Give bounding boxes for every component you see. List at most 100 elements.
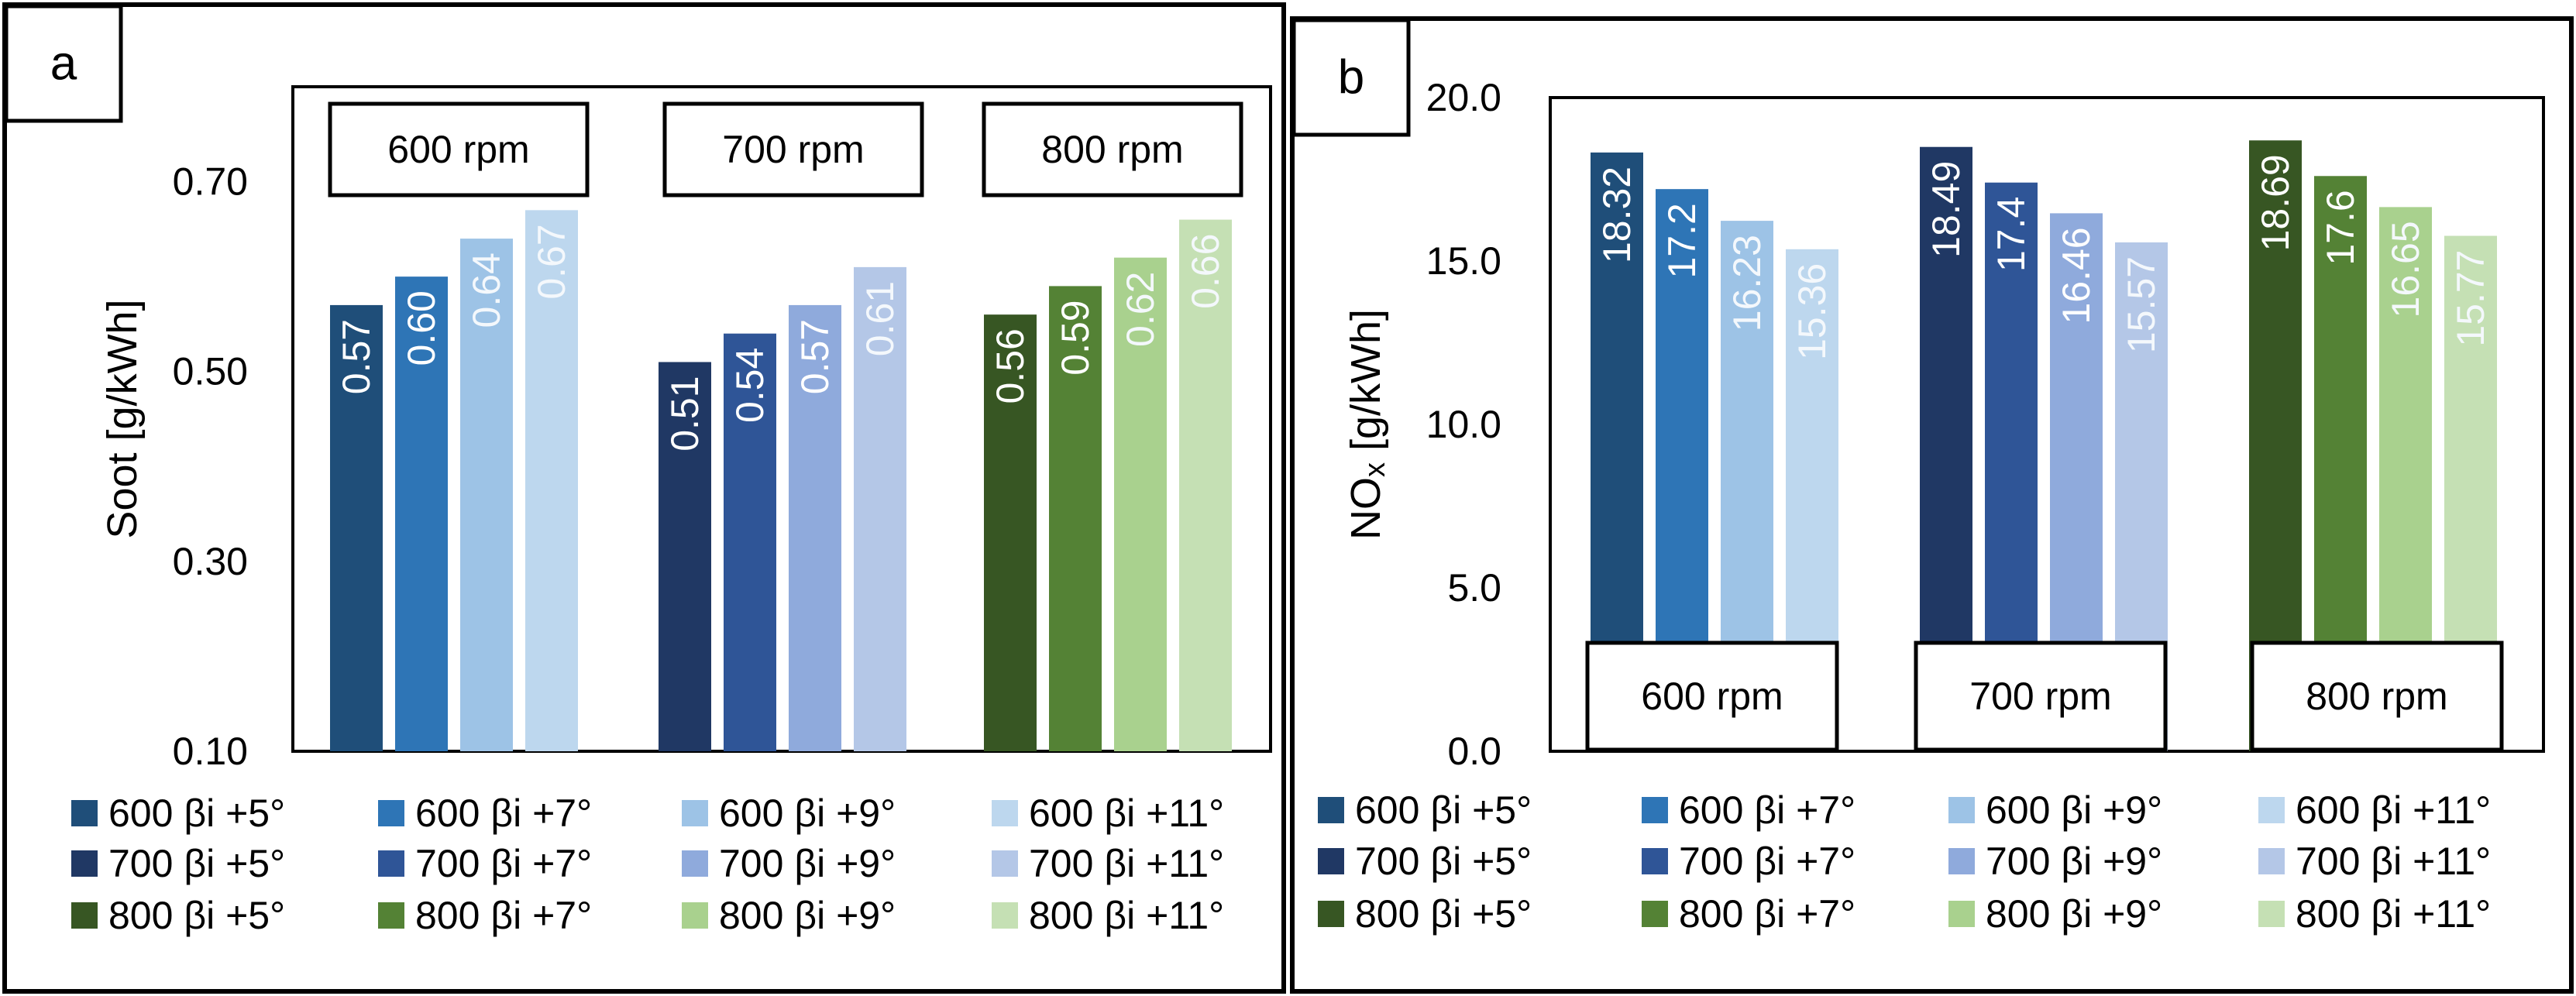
bar <box>525 210 578 751</box>
bar-data-label: 18.69 <box>2254 154 2297 251</box>
legend-entry: 700 βi +11° <box>1029 842 1224 885</box>
bar-data-label: 17.6 <box>2319 190 2362 265</box>
group-label-box <box>982 101 1243 197</box>
bar-data-label: 18.49 <box>1924 161 1968 258</box>
bar <box>395 276 448 752</box>
legend-swatch <box>682 902 708 929</box>
bar-data-label: 16.23 <box>1725 235 1769 331</box>
legend-swatch <box>682 850 708 877</box>
group-label-box <box>662 101 924 197</box>
legend-swatch <box>1318 797 1344 823</box>
legend-swatch <box>992 902 1018 929</box>
chart-panel-a: a Soot [g/kWh] 0.10 0.30 0.50 0.70 600 rpm 7… <box>2 2 1286 994</box>
y-tick-label: 0.50 <box>173 350 248 393</box>
y-axis-label: Soot [g/kWh] <box>99 299 146 538</box>
chart-panel-b: b NOx [g/kWh] 0.0 5.0 10.0 15.0 20.0 18.32 17… <box>1288 0 2576 996</box>
y-tick-label: 5.0 <box>1447 566 1501 610</box>
y-tick-label: 0.70 <box>173 160 248 204</box>
bar-data-label: 0.57 <box>793 319 837 394</box>
bar-data-label: 15.57 <box>2120 256 2163 353</box>
group-label: 700 rpm <box>1969 675 2111 718</box>
group-label-box <box>1585 641 1839 752</box>
bar <box>1114 257 1167 752</box>
legend-entry: 800 βi +9° <box>1986 892 2162 936</box>
legend-swatch <box>2258 901 2285 927</box>
bar-data-label: 18.32 <box>1595 167 1639 263</box>
group-label: 800 rpm <box>2306 675 2447 718</box>
legend-entry: 700 βi +9° <box>719 842 896 885</box>
legend-swatch <box>1948 901 1975 927</box>
legend-entry: 600 βi +9° <box>719 792 896 835</box>
legend-swatch <box>378 800 404 826</box>
legend-swatch <box>1642 901 1668 927</box>
y-tick-label: 10.0 <box>1426 403 1501 446</box>
legend-swatch <box>71 850 98 877</box>
legend-entry: 600 βi +5° <box>108 792 285 835</box>
plot-area <box>291 85 1272 753</box>
y-axis-label-main: NO <box>1343 477 1389 540</box>
y-axis-label-subscript: x <box>1359 462 1391 477</box>
bar-data-label: 0.56 <box>989 328 1032 404</box>
bar-data-label: 0.54 <box>728 348 772 423</box>
bar <box>854 266 906 751</box>
legend-swatch <box>1948 797 1975 823</box>
y-tick-label: 0.30 <box>173 540 248 583</box>
legend-entry: 600 βi +5° <box>1355 788 1532 832</box>
group-label: 700 rpm <box>722 128 864 171</box>
legend-entry: 800 βi +5° <box>1355 892 1532 936</box>
y-axis-label: NOx [g/kWh] <box>1343 309 1391 540</box>
legend-swatch <box>992 800 1018 826</box>
legend-entry: 600 βi +11° <box>1029 792 1224 835</box>
bar-data-label: 0.60 <box>400 290 443 366</box>
legend-swatch <box>378 850 404 877</box>
bar-data-label: 0.57 <box>335 319 378 394</box>
soot-chart: a Soot [g/kWh] 0.10 0.30 0.50 0.70 600 rpm 7… <box>2 2 1286 994</box>
bar <box>984 314 1037 752</box>
bar-data-label: 16.46 <box>2055 227 2098 324</box>
bar <box>1049 286 1102 751</box>
bar <box>330 304 383 751</box>
bar-data-label: 0.67 <box>530 224 573 299</box>
bar-data-label: 0.66 <box>1184 234 1227 309</box>
legend-swatch <box>682 800 708 826</box>
group-label-box <box>2250 641 2504 752</box>
legend-entry: 600 βi +9° <box>1986 788 2162 832</box>
panel-border <box>1290 16 2574 994</box>
legend-entry: 800 βi +11° <box>1029 894 1224 937</box>
bar <box>789 304 841 751</box>
group-label: 600 rpm <box>1641 675 1783 718</box>
bar-data-label: 0.64 <box>465 252 508 328</box>
legend-entry: 800 βi +7° <box>415 894 592 937</box>
legend-swatch <box>71 902 98 929</box>
legend-swatch <box>378 902 404 929</box>
legend-swatch <box>1318 848 1344 874</box>
group-label: 800 rpm <box>1041 128 1183 171</box>
legend-entry: 700 βi +7° <box>415 842 592 885</box>
bar-data-label: 0.62 <box>1119 272 1162 347</box>
bar-data-label: 17.2 <box>1660 203 1704 278</box>
y-tick-label: 15.0 <box>1426 239 1501 283</box>
bar-data-label: 0.61 <box>858 281 902 356</box>
legend-entry: 700 βi +5° <box>108 842 285 885</box>
legend-entry: 800 βi +5° <box>108 894 285 937</box>
bar-data-label: 0.59 <box>1054 300 1097 375</box>
legend-entry: 800 βi +7° <box>1679 892 1855 936</box>
bar-data-label: 17.4 <box>1990 197 2033 272</box>
panel-label-box <box>4 4 123 123</box>
legend-swatch <box>1642 797 1668 823</box>
bar <box>460 239 513 752</box>
group-label-box <box>328 101 590 197</box>
legend-entry: 800 βi +11° <box>2296 892 2491 936</box>
legend-swatch <box>992 850 1018 877</box>
y-tick-label: 20.0 <box>1426 76 1501 119</box>
y-axis-label-rest: [g/kWh] <box>1343 309 1389 462</box>
bar-data-label: 15.77 <box>2449 250 2492 347</box>
legend-entry: 700 βi +5° <box>1355 840 1532 883</box>
legend-entry: 700 βi +9° <box>1986 840 2162 883</box>
legend-swatch <box>2258 848 2285 874</box>
bar-data-label: 15.36 <box>1790 263 1834 360</box>
legend-swatch <box>1318 901 1344 927</box>
bar-data-label: 16.65 <box>2384 221 2427 318</box>
panel-label: b <box>1338 51 1364 105</box>
legend-swatch <box>71 800 98 826</box>
